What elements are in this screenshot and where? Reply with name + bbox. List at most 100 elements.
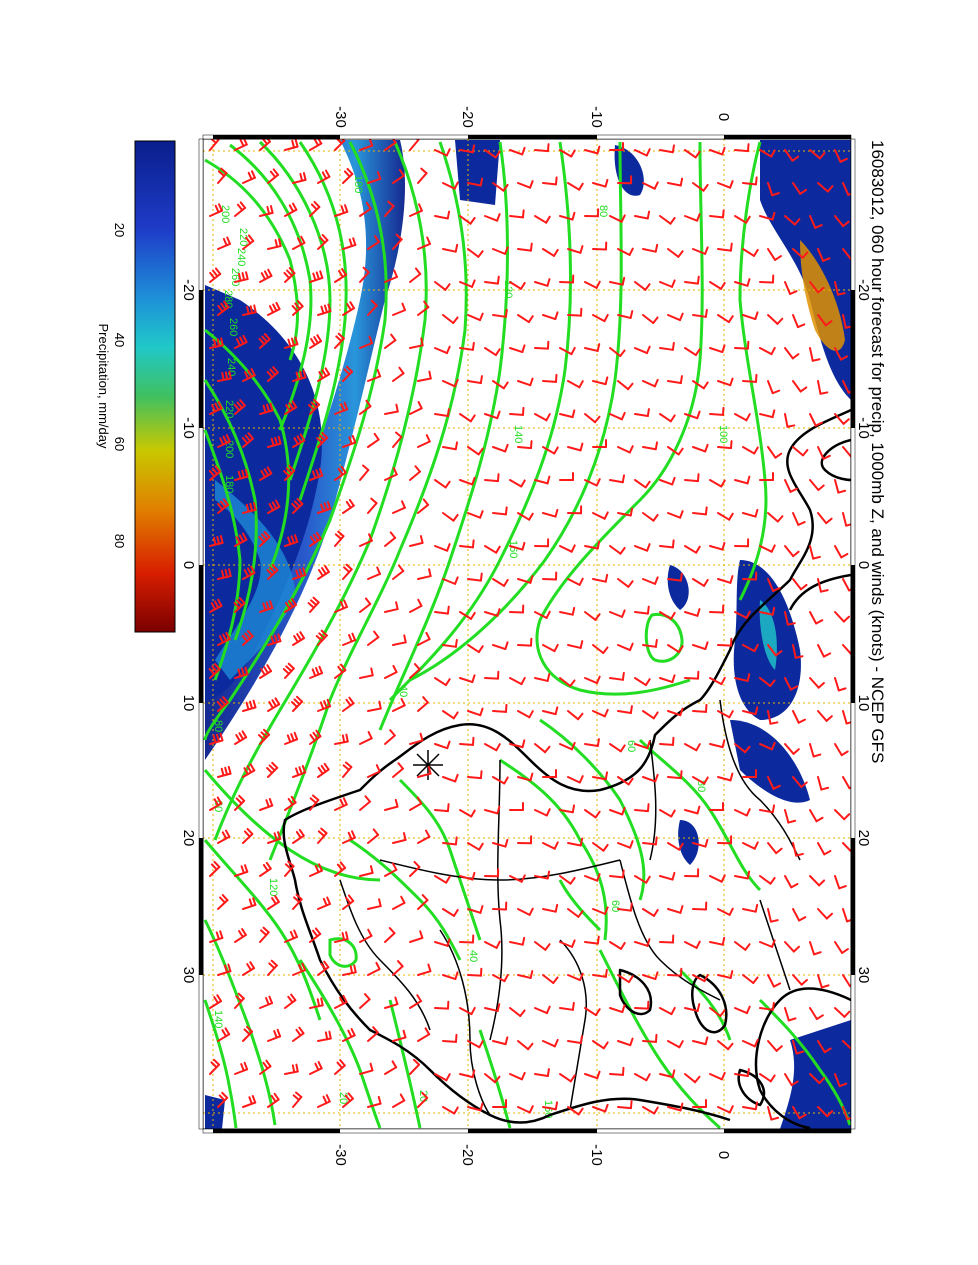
wind-barb-shaft: [592, 644, 605, 655]
wind-barb-flag: [341, 932, 346, 941]
wind-barb-flag: [792, 945, 800, 953]
wind-barb-shaft: [617, 842, 632, 849]
wind-barb-flag: [520, 676, 526, 686]
wind-barb-shaft: [817, 908, 828, 920]
wind-barb-shaft: [392, 372, 405, 382]
wind-barb-shaft: [392, 641, 407, 646]
wind-barb-shaft: [742, 182, 757, 186]
contour-label: 220: [237, 228, 249, 246]
wind-barb-flag: [839, 157, 848, 163]
wind-barb-flag: [225, 631, 231, 641]
contour-line: [388, 141, 572, 702]
wind-barb-flag: [569, 679, 576, 688]
wind-barb-flag: [452, 316, 459, 325]
wind-barb-shaft: [642, 446, 657, 451]
wind-barb-shaft: [667, 446, 680, 456]
wind-barb-shaft: [792, 314, 799, 329]
wind-barb-flag: [257, 734, 265, 741]
wind-barb-flag: [729, 575, 734, 584]
wind-barb-shaft: [417, 1096, 429, 1108]
contour-labels: 180 200 220 240 260 280 260 240 220 200 …: [212, 175, 729, 1118]
wind-barb-shaft: [434, 413, 449, 418]
wind-barb-flag: [217, 401, 223, 410]
wind-barb-flag: [293, 731, 299, 741]
wind-barb-flag: [604, 178, 609, 188]
wind-barb-shaft: [817, 380, 822, 395]
wind-barb-flag: [727, 315, 734, 324]
wind-barb-flag: [402, 832, 407, 841]
wind-barb-flag: [471, 341, 475, 351]
wind-barb-flag: [247, 432, 254, 440]
wind-barb-shaft: [817, 974, 823, 989]
wind-barb-flag: [695, 940, 701, 949]
wind-barb-shaft: [567, 380, 581, 389]
wind-barb-shaft: [342, 639, 357, 646]
wind-barb-flag: [240, 865, 245, 874]
wind-barb-shaft: [509, 941, 524, 946]
wind-barb-shaft: [409, 272, 422, 283]
wind-barb-shaft: [334, 1001, 348, 1009]
wind-barb-shaft: [267, 245, 282, 250]
wind-barb-flag: [348, 696, 355, 705]
wind-barb-shaft: [209, 209, 223, 217]
wind-barb-shaft: [567, 314, 582, 317]
wind-barb-flag: [629, 310, 634, 319]
wind-barb-flag: [291, 1064, 296, 1074]
wind-barb-flag: [245, 271, 249, 281]
wind-barb-flag: [413, 663, 421, 671]
wind-barb-flag: [340, 403, 345, 412]
wind-barb-shaft: [834, 413, 845, 425]
wind-barb-flag: [339, 798, 345, 808]
wind-barb-flag: [679, 510, 684, 519]
wind-barb-flag: [312, 731, 319, 740]
wind-barb-flag: [248, 898, 253, 908]
wind-barb-flag: [695, 743, 701, 752]
wind-barb-flag: [787, 1017, 797, 1022]
wind-barb-shaft: [609, 1007, 624, 1014]
wind-barb-flag: [654, 441, 659, 451]
contour-label: 80: [597, 205, 609, 217]
wind-barb-flag: [629, 1100, 633, 1110]
wind-barb-flag: [454, 638, 458, 648]
wind-barb-flag: [293, 929, 298, 938]
wind-barb-shaft: [692, 776, 706, 785]
wind-barb-flag: [546, 143, 550, 153]
wind-barb-flag: [271, 501, 278, 510]
wind-barb-flag: [470, 611, 476, 620]
wind-barb-flag: [277, 633, 282, 643]
right-lon-tick-labels: -20 -10 0 10 20 30: [855, 279, 872, 983]
wind-barb-flag: [704, 641, 709, 651]
station-asterisk-marker: [413, 750, 443, 780]
wind-barb-flag: [403, 634, 407, 644]
wind-barb-flag: [398, 366, 405, 375]
wind-barb-flag: [776, 317, 784, 325]
wind-barb-shaft: [509, 1007, 522, 1018]
wind-barb-flag: [446, 210, 451, 220]
contour-label: 220: [223, 400, 235, 418]
wind-barb-shaft: [759, 611, 774, 616]
wind-barb-flag: [595, 675, 601, 685]
wind-barb-flag: [244, 434, 252, 442]
coastline-lake: [618, 968, 653, 1016]
colorbar-gradient: [134, 140, 176, 633]
wind-barb-shaft: [834, 611, 845, 623]
wind-barb-flag: [225, 434, 231, 443]
wind-barb-shaft: [384, 671, 398, 679]
wind-barb-flag: [224, 829, 231, 838]
wind-barb-flag: [294, 139, 299, 148]
wind-barb-flag: [220, 302, 227, 311]
wind-barb-flag: [479, 510, 484, 519]
wind-barb-flag: [340, 663, 347, 672]
wind-barb-flag: [595, 478, 601, 487]
wind-barb-shaft: [717, 380, 732, 387]
wind-barb-flag: [822, 652, 832, 658]
wind-barb-flag: [696, 275, 700, 285]
wind-barb-flag: [579, 1035, 583, 1045]
wind-barb-shaft: [542, 314, 557, 321]
wind-barb-shaft: [417, 575, 432, 580]
wind-barb-shaft: [317, 832, 328, 844]
wind-barb-flag: [770, 544, 776, 553]
wind-barb-flag: [546, 475, 551, 485]
contour-label: 180: [223, 475, 235, 493]
wind-barb-shaft: [417, 440, 431, 448]
